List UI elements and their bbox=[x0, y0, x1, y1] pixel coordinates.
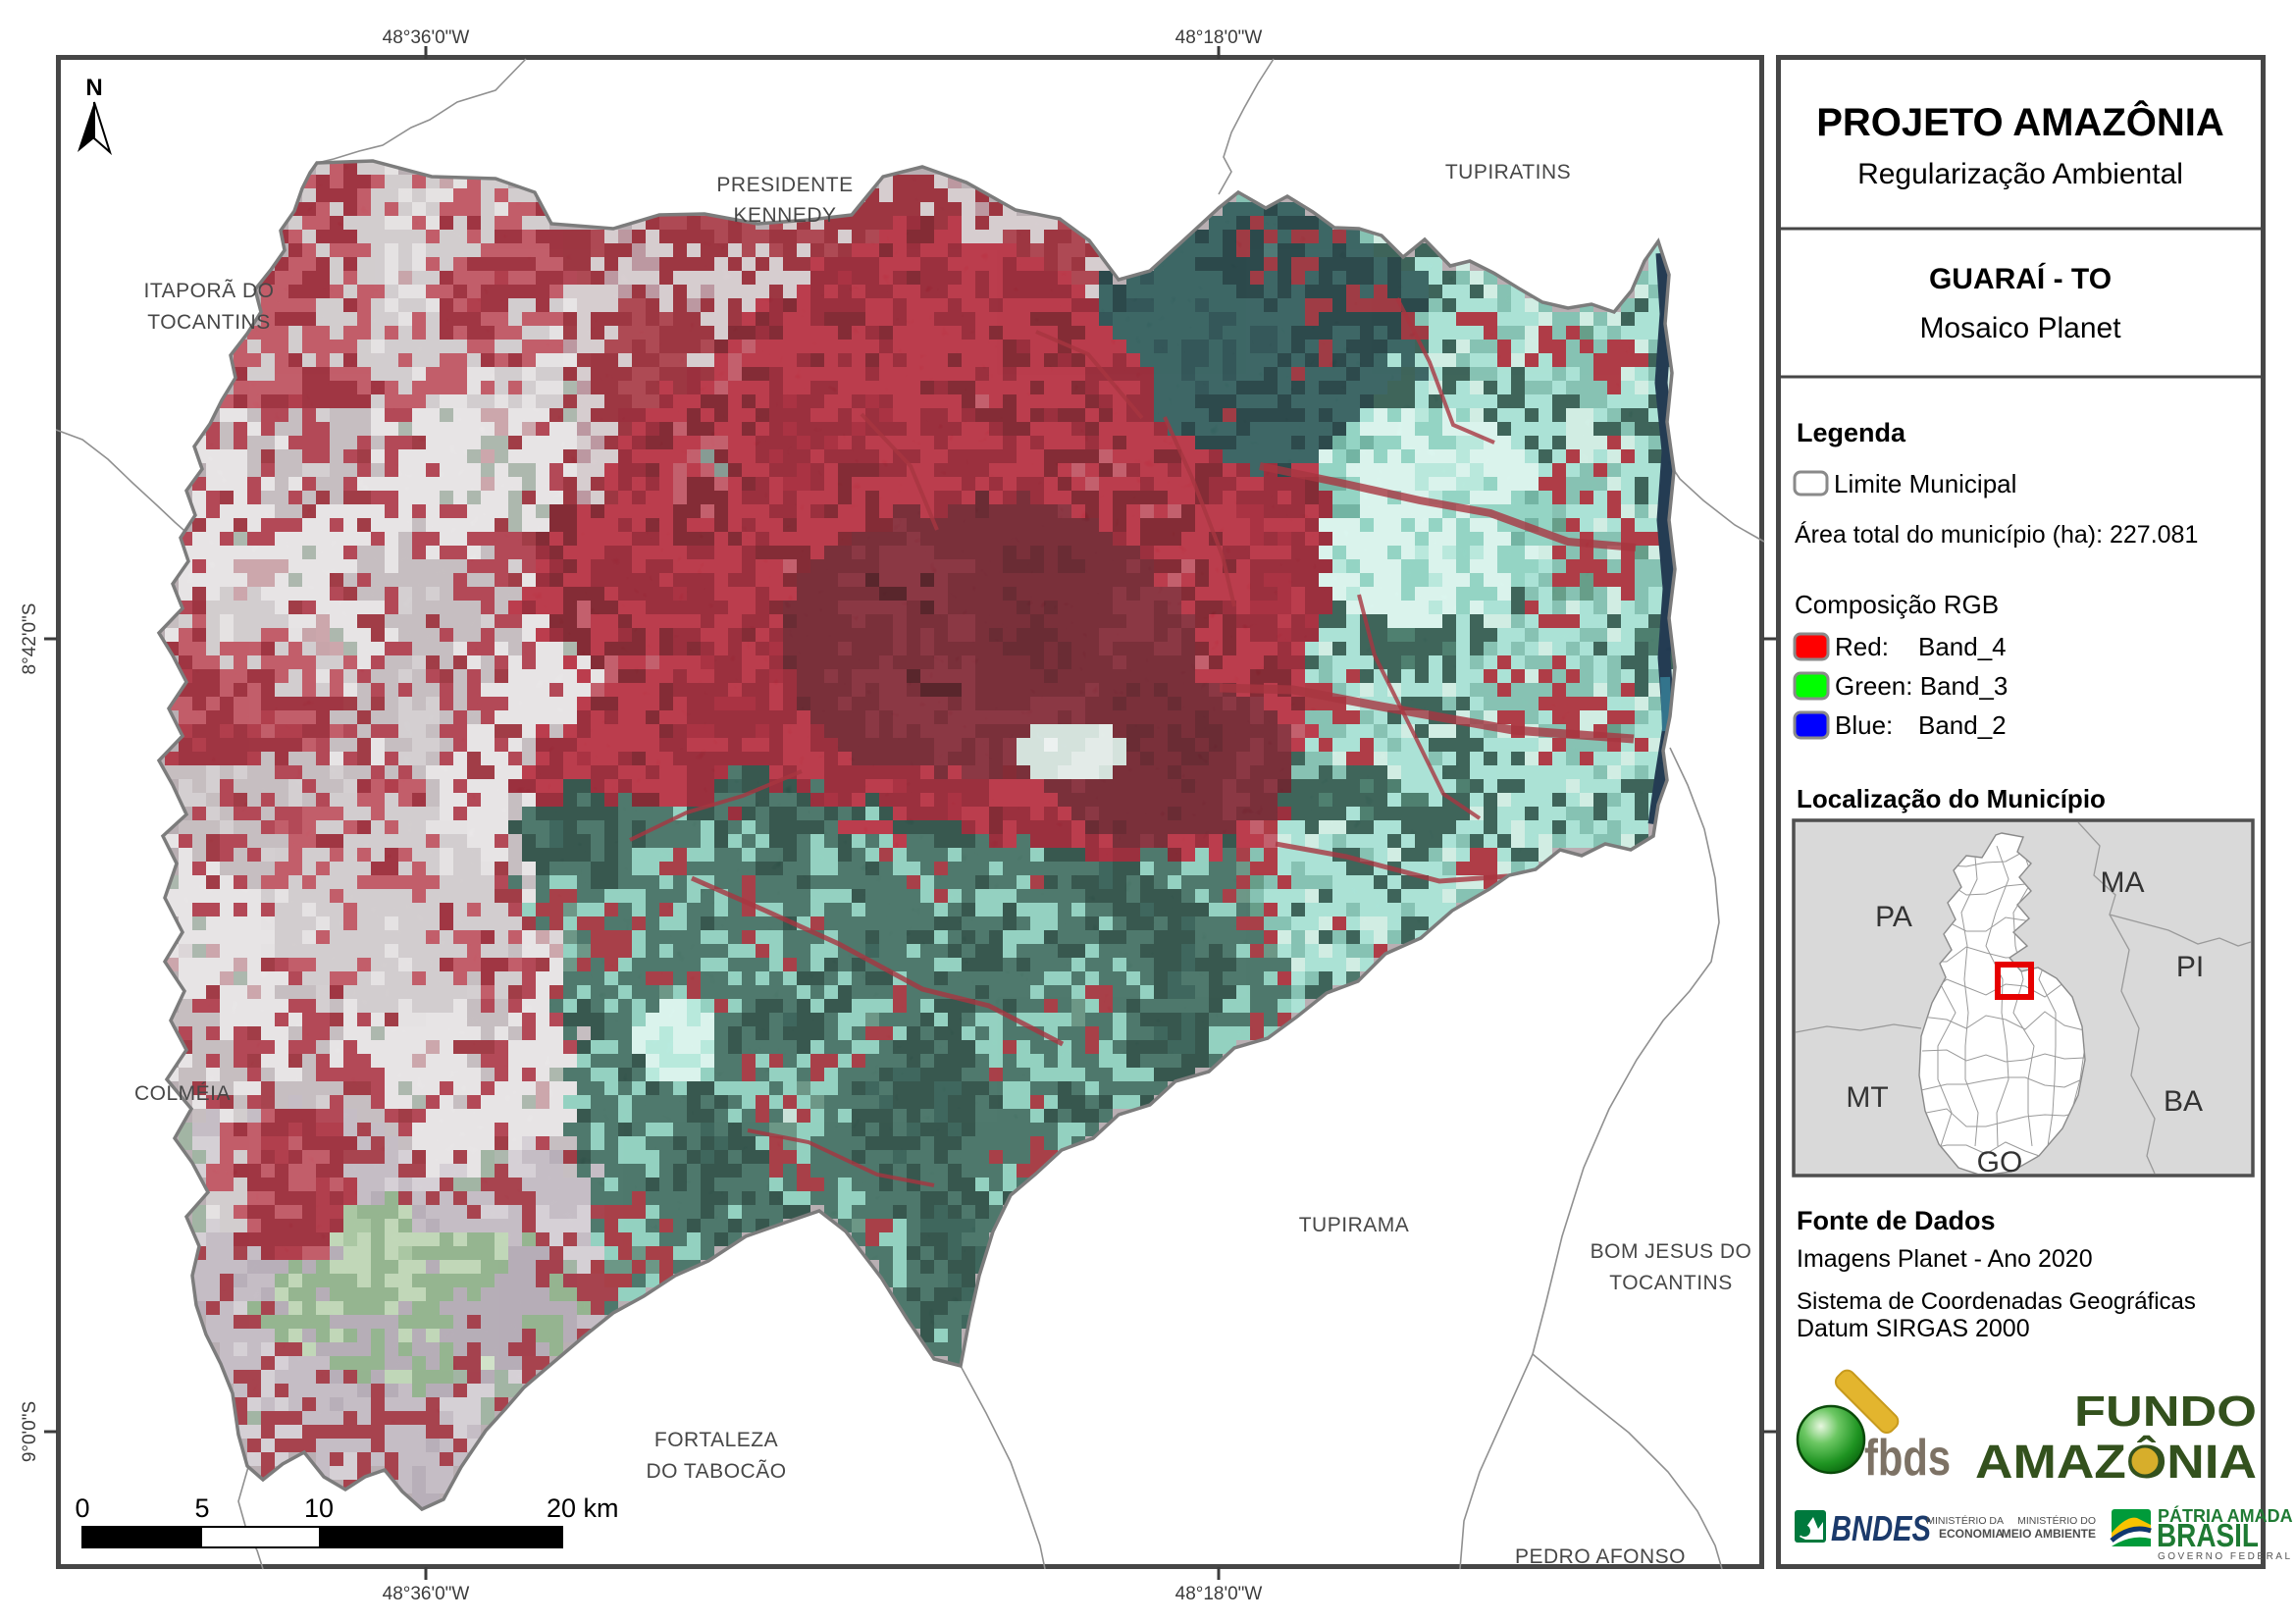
svg-text:Band_2: Band_2 bbox=[1918, 710, 2007, 740]
svg-text:Composição RGB: Composição RGB bbox=[1795, 590, 1999, 619]
svg-text:FORTALEZA: FORTALEZA bbox=[654, 1429, 778, 1451]
svg-text:48°36'0"W: 48°36'0"W bbox=[383, 27, 470, 48]
svg-text:BNDES: BNDES bbox=[1831, 1508, 1931, 1548]
svg-text:GOVERNO FEDERAL: GOVERNO FEDERAL bbox=[2158, 1551, 2293, 1562]
svg-text:48°18'0"W: 48°18'0"W bbox=[1175, 27, 1263, 48]
svg-text:Limite Municipal: Limite Municipal bbox=[1834, 469, 2016, 498]
svg-text:Localização do Município: Localização do Município bbox=[1797, 784, 2106, 813]
svg-text:COLMÉIA: COLMÉIA bbox=[134, 1082, 231, 1105]
svg-text:Mosaico Planet: Mosaico Planet bbox=[1919, 312, 2121, 344]
svg-text:Red:: Red: bbox=[1835, 632, 1889, 661]
svg-text:PI: PI bbox=[2176, 951, 2204, 983]
svg-text:PROJETO AMAZÔNIA: PROJETO AMAZÔNIA bbox=[1816, 99, 2224, 144]
svg-text:Datum SIRGAS 2000: Datum SIRGAS 2000 bbox=[1797, 1315, 2030, 1342]
svg-text:48°36'0"W: 48°36'0"W bbox=[383, 1584, 470, 1604]
svg-text:PA: PA bbox=[1875, 901, 1912, 933]
svg-text:MT: MT bbox=[1846, 1081, 1888, 1114]
svg-text:Blue:: Blue: bbox=[1835, 710, 1893, 740]
svg-text:ECONOMIA: ECONOMIA bbox=[1939, 1527, 2004, 1541]
svg-text:GUARAÍ - TO: GUARAÍ - TO bbox=[1929, 262, 2112, 295]
svg-text:Área total do município (ha):: Área total do município (ha): 227.081 bbox=[1795, 520, 2198, 549]
svg-text:PÁTRIA AMADA: PÁTRIA AMADA bbox=[2158, 1505, 2293, 1526]
svg-text:TOCANTINS: TOCANTINS bbox=[1609, 1272, 1732, 1294]
svg-text:MEIO AMBIENTE: MEIO AMBIENTE bbox=[2002, 1527, 2096, 1541]
svg-text:Regularização Ambiental: Regularização Ambiental bbox=[1857, 158, 2183, 190]
svg-text:GO: GO bbox=[1977, 1146, 2023, 1178]
svg-text:Fonte de Dados: Fonte de Dados bbox=[1797, 1206, 1996, 1235]
svg-text:Band_4: Band_4 bbox=[1918, 632, 2007, 661]
svg-text:9°0'0"S: 9°0'0"S bbox=[20, 1401, 40, 1462]
svg-text:ITAPORÃ DO: ITAPORÃ DO bbox=[144, 279, 275, 302]
svg-text:MA: MA bbox=[2101, 866, 2145, 899]
svg-text:Legenda: Legenda bbox=[1797, 418, 1906, 447]
svg-text:PEDRO AFONSO: PEDRO AFONSO bbox=[1515, 1545, 1686, 1568]
svg-text:MINISTÉRIO DO: MINISTÉRIO DO bbox=[2017, 1514, 2096, 1527]
svg-text:AMAZÔNIA: AMAZÔNIA bbox=[1975, 1435, 2257, 1489]
svg-text:Green: Band_3: Green: Band_3 bbox=[1835, 671, 2008, 701]
svg-text:BA: BA bbox=[2164, 1085, 2203, 1118]
svg-text:FUNDO: FUNDO bbox=[2074, 1387, 2257, 1436]
svg-text:BOM JESUS DO: BOM JESUS DO bbox=[1591, 1240, 1752, 1263]
svg-text:PRESIDENTE: PRESIDENTE bbox=[716, 174, 853, 196]
svg-text:48°18'0"W: 48°18'0"W bbox=[1175, 1584, 1263, 1604]
svg-text:DO TABOCÃO: DO TABOCÃO bbox=[646, 1459, 786, 1483]
svg-text:fbds: fbds bbox=[1864, 1430, 1951, 1487]
svg-text:0: 0 bbox=[75, 1493, 89, 1523]
svg-text:5: 5 bbox=[194, 1493, 209, 1523]
svg-text:KENNEDY: KENNEDY bbox=[733, 204, 836, 227]
svg-text:BRASIL: BRASIL bbox=[2157, 1517, 2259, 1553]
svg-text:TUPIRAMA: TUPIRAMA bbox=[1299, 1214, 1410, 1236]
svg-text:10: 10 bbox=[304, 1493, 334, 1523]
svg-text:TUPIRATINS: TUPIRATINS bbox=[1445, 161, 1571, 183]
svg-text:MINISTÉRIO DA: MINISTÉRIO DA bbox=[1926, 1514, 2004, 1527]
svg-text:Sistema de Coordenadas Geográf: Sistema de Coordenadas Geográficas bbox=[1797, 1288, 2196, 1315]
svg-text:20 km: 20 km bbox=[547, 1493, 619, 1523]
svg-text:N: N bbox=[85, 75, 102, 101]
svg-text:TOCANTINS: TOCANTINS bbox=[147, 311, 270, 334]
svg-text:8°42'0"S: 8°42'0"S bbox=[20, 603, 40, 675]
svg-text:Imagens Planet - Ano 2020: Imagens Planet - Ano 2020 bbox=[1797, 1245, 2093, 1273]
